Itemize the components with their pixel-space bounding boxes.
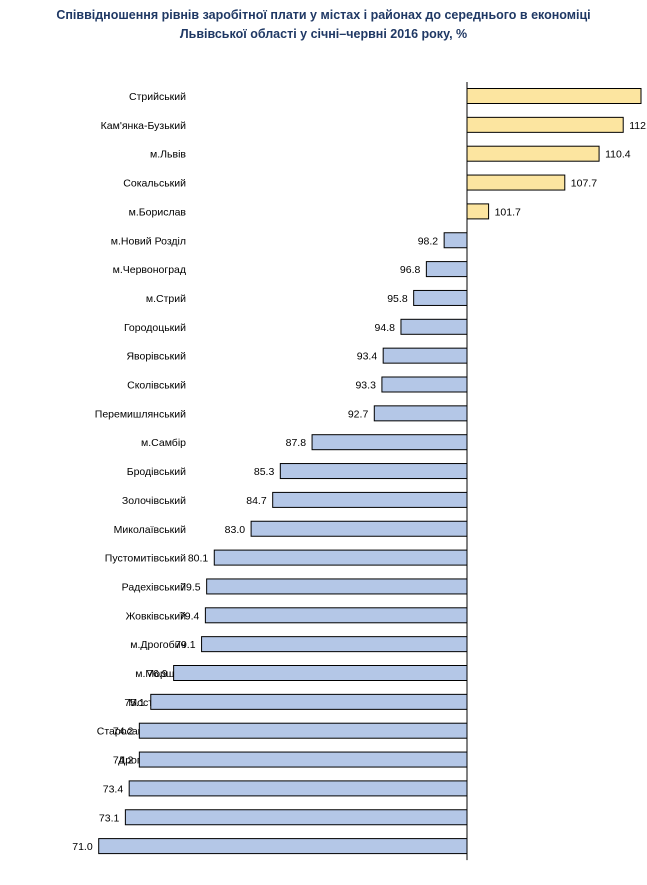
value-label: 84.7	[246, 495, 267, 507]
bar	[98, 838, 468, 855]
bar	[466, 145, 600, 162]
bar	[443, 232, 468, 249]
category-label: м.Новий Розділ	[111, 235, 186, 247]
bar	[466, 116, 624, 133]
value-label: 79.1	[175, 639, 196, 651]
bar	[400, 318, 468, 335]
value-label: 112.3	[629, 120, 647, 132]
bar	[250, 520, 468, 537]
category-label: Жовківський	[126, 610, 187, 622]
category-label: Городоцький	[124, 322, 186, 334]
bar	[311, 434, 468, 451]
value-label: 107.7	[571, 178, 597, 190]
bar	[173, 665, 468, 681]
category-label: м.Червоноград	[113, 264, 186, 276]
value-label: 79.5	[180, 581, 201, 593]
value-label: 75.1	[124, 697, 145, 709]
category-label: Стрийський	[129, 91, 186, 103]
value-label: 76.9	[147, 668, 168, 680]
category-label: Сокальський	[123, 178, 186, 190]
value-label: 96.8	[400, 264, 421, 276]
bar	[213, 549, 468, 566]
value-label: 74.2	[113, 726, 134, 738]
value-label: 93.4	[357, 351, 378, 363]
value-label: 101.7	[495, 206, 521, 218]
category-label: м.Стрий	[146, 293, 186, 305]
category-label: м.Львів	[150, 149, 186, 161]
bar	[425, 261, 468, 278]
value-label: 95.8	[387, 293, 408, 305]
value-label: 71.0	[72, 841, 93, 853]
category-label: Перемишлянський	[95, 408, 186, 420]
bar	[381, 376, 468, 393]
chart-title-line-1: Співвідношення рівнів заробітної плати у…	[56, 8, 591, 22]
value-label: 92.7	[348, 408, 369, 420]
value-label: 74.2	[113, 755, 134, 767]
bar	[272, 491, 468, 508]
bar	[279, 463, 468, 480]
bar	[206, 578, 468, 595]
category-label: Кам'янка-Бузький	[101, 120, 186, 132]
bar	[201, 636, 468, 653]
bar	[128, 780, 468, 797]
bar	[466, 203, 490, 220]
bar	[124, 809, 468, 826]
value-label: 87.8	[286, 437, 307, 449]
category-label: Сколівський	[127, 380, 186, 392]
value-label: 98.2	[418, 235, 439, 247]
value-label: 73.4	[103, 783, 124, 795]
category-label: Пустомитівський	[105, 553, 186, 565]
category-label: Золочівський	[122, 495, 186, 507]
value-label: 83.0	[225, 524, 246, 536]
category-label: Яворівський	[126, 351, 186, 363]
category-label: м.Самбір	[141, 437, 186, 449]
category-label: м.Борислав	[129, 206, 187, 218]
category-label: м.Дрогобич	[130, 639, 186, 651]
bar	[466, 88, 642, 104]
chart-title-line-2: Львівської області у січні–червні 2016 р…	[179, 27, 468, 41]
value-label: 110.4	[605, 149, 631, 161]
category-label: Бродівський	[127, 466, 186, 478]
value-label: 73.1	[99, 812, 120, 824]
value-label: 79.4	[179, 610, 200, 622]
value-label: 85.3	[254, 466, 275, 478]
category-label: Радехівський	[122, 581, 186, 593]
value-label: 80.1	[188, 553, 209, 565]
chart-title: Співвідношення рівнів заробітної плати у…	[0, 6, 647, 44]
bar	[150, 693, 468, 710]
bar	[138, 751, 468, 768]
bar	[382, 347, 468, 364]
bar	[373, 405, 468, 422]
bar	[466, 174, 566, 191]
category-label: Миколаївський	[114, 524, 186, 536]
bar	[413, 289, 468, 306]
bar	[204, 607, 468, 624]
bar	[138, 722, 468, 739]
value-label: 94.8	[375, 322, 396, 334]
value-label: 93.3	[355, 380, 376, 392]
